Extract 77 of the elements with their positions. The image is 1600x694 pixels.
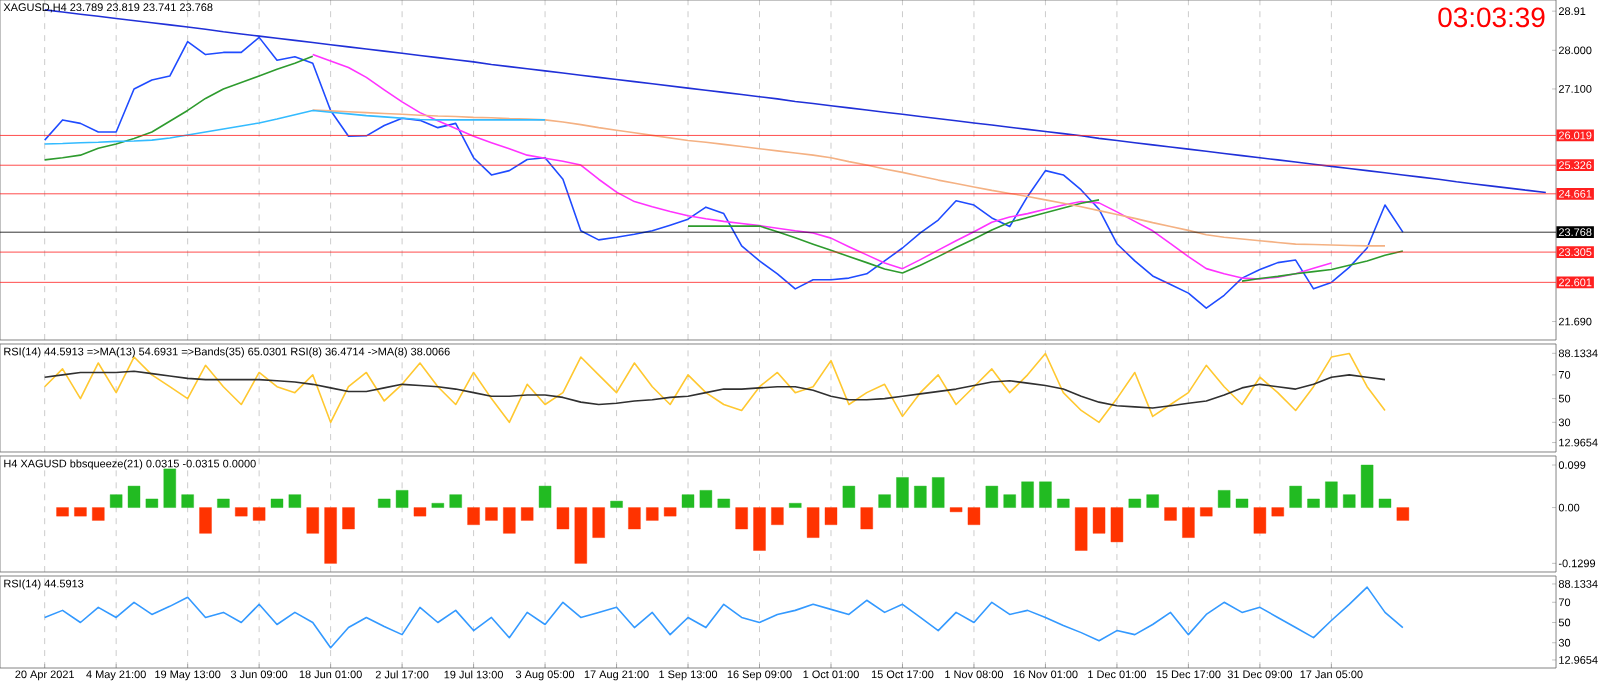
line-series <box>311 53 1333 280</box>
bar <box>717 498 730 508</box>
bar <box>1325 481 1338 508</box>
bar <box>1343 494 1356 508</box>
bar <box>1200 507 1213 517</box>
bar <box>288 494 302 508</box>
bar <box>842 485 856 508</box>
bar <box>1003 494 1016 508</box>
bar <box>646 507 659 521</box>
bar <box>914 485 927 508</box>
bar <box>681 494 695 508</box>
bar <box>252 507 266 521</box>
line-series <box>43 36 1404 309</box>
bar <box>1128 498 1141 508</box>
bar <box>181 494 194 508</box>
bar <box>878 494 891 508</box>
bar <box>967 507 981 525</box>
bar <box>735 507 748 530</box>
bar <box>520 507 534 521</box>
bar <box>145 498 159 508</box>
bar <box>753 507 766 551</box>
bar <box>824 507 838 525</box>
bar <box>306 507 319 534</box>
bar <box>699 490 713 508</box>
bar <box>610 500 623 508</box>
line-series <box>43 586 1404 649</box>
bar <box>378 498 391 508</box>
bar <box>342 507 355 530</box>
bar <box>1146 494 1159 508</box>
bar <box>1307 498 1320 508</box>
bar <box>235 507 248 517</box>
bar <box>1110 507 1124 543</box>
bar <box>413 507 427 517</box>
bar <box>896 477 909 508</box>
annotation: 03:03:39 <box>1438 7 1545 28</box>
bar <box>1378 498 1392 508</box>
bar <box>1164 507 1177 521</box>
bar <box>74 507 87 517</box>
bar <box>628 507 641 530</box>
bar <box>1360 464 1374 508</box>
bar <box>1092 507 1106 534</box>
bar <box>270 498 284 508</box>
bar <box>1396 507 1410 521</box>
bar <box>592 507 605 538</box>
bar <box>932 477 945 508</box>
bar <box>771 507 784 525</box>
bar <box>1074 507 1088 551</box>
bar <box>449 494 462 508</box>
bar <box>92 507 105 521</box>
bar <box>1217 490 1231 508</box>
bar <box>503 507 516 534</box>
bar <box>199 507 212 534</box>
bar <box>1039 481 1052 508</box>
bar <box>1021 481 1034 508</box>
bar <box>163 468 176 508</box>
bar <box>217 498 230 508</box>
bar <box>1271 507 1284 517</box>
bar <box>860 507 873 530</box>
bar <box>556 507 570 530</box>
bar <box>1057 498 1070 508</box>
bar <box>538 485 552 508</box>
bar <box>1289 485 1302 508</box>
bar <box>395 490 409 508</box>
bar <box>109 494 123 508</box>
bar <box>663 507 677 517</box>
bar <box>485 507 498 521</box>
bar <box>324 507 337 564</box>
bar <box>985 485 999 508</box>
bar <box>56 507 69 517</box>
bar <box>1182 507 1195 538</box>
bar <box>574 507 587 564</box>
bar <box>467 507 480 525</box>
bar <box>806 507 820 538</box>
bar <box>127 485 141 508</box>
bar <box>1253 507 1267 534</box>
bar <box>949 507 963 513</box>
bar <box>1235 498 1249 508</box>
